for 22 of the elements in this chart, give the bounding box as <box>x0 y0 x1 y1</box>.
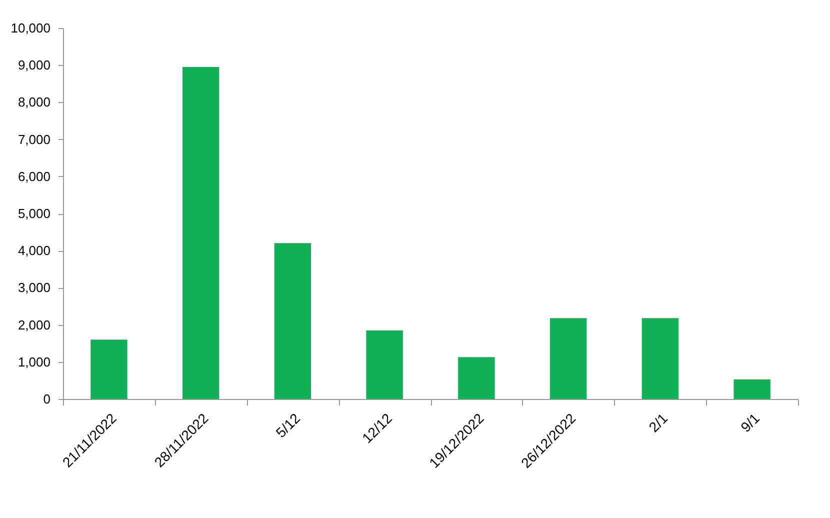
bar <box>182 66 220 399</box>
y-tick-label: 6,000 <box>18 168 50 184</box>
x-tick-label: 5/12 <box>272 410 304 441</box>
y-tick-label: 9,000 <box>18 58 50 73</box>
y-tick-label: 5,000 <box>18 206 50 221</box>
y-tick-label: 10,000 <box>10 20 50 36</box>
bar <box>734 379 770 399</box>
y-tick-label: 7,000 <box>18 132 50 147</box>
y-tick-label: 4,000 <box>18 243 50 258</box>
y-tick-label: 1,000 <box>18 354 50 370</box>
y-tick-label: 2,000 <box>18 317 50 332</box>
bar <box>458 357 495 399</box>
y-tick-label: 3,000 <box>18 280 50 296</box>
x-tick-label: 9/1 <box>737 410 763 436</box>
bar <box>90 340 128 399</box>
bar <box>642 318 679 399</box>
bar <box>274 243 312 399</box>
y-tick-label: 8,000 <box>18 94 50 110</box>
bar <box>366 330 403 399</box>
bar <box>550 318 587 399</box>
y-tick-label: 0 <box>43 392 50 406</box>
x-tick-label: 2/1 <box>646 410 671 436</box>
